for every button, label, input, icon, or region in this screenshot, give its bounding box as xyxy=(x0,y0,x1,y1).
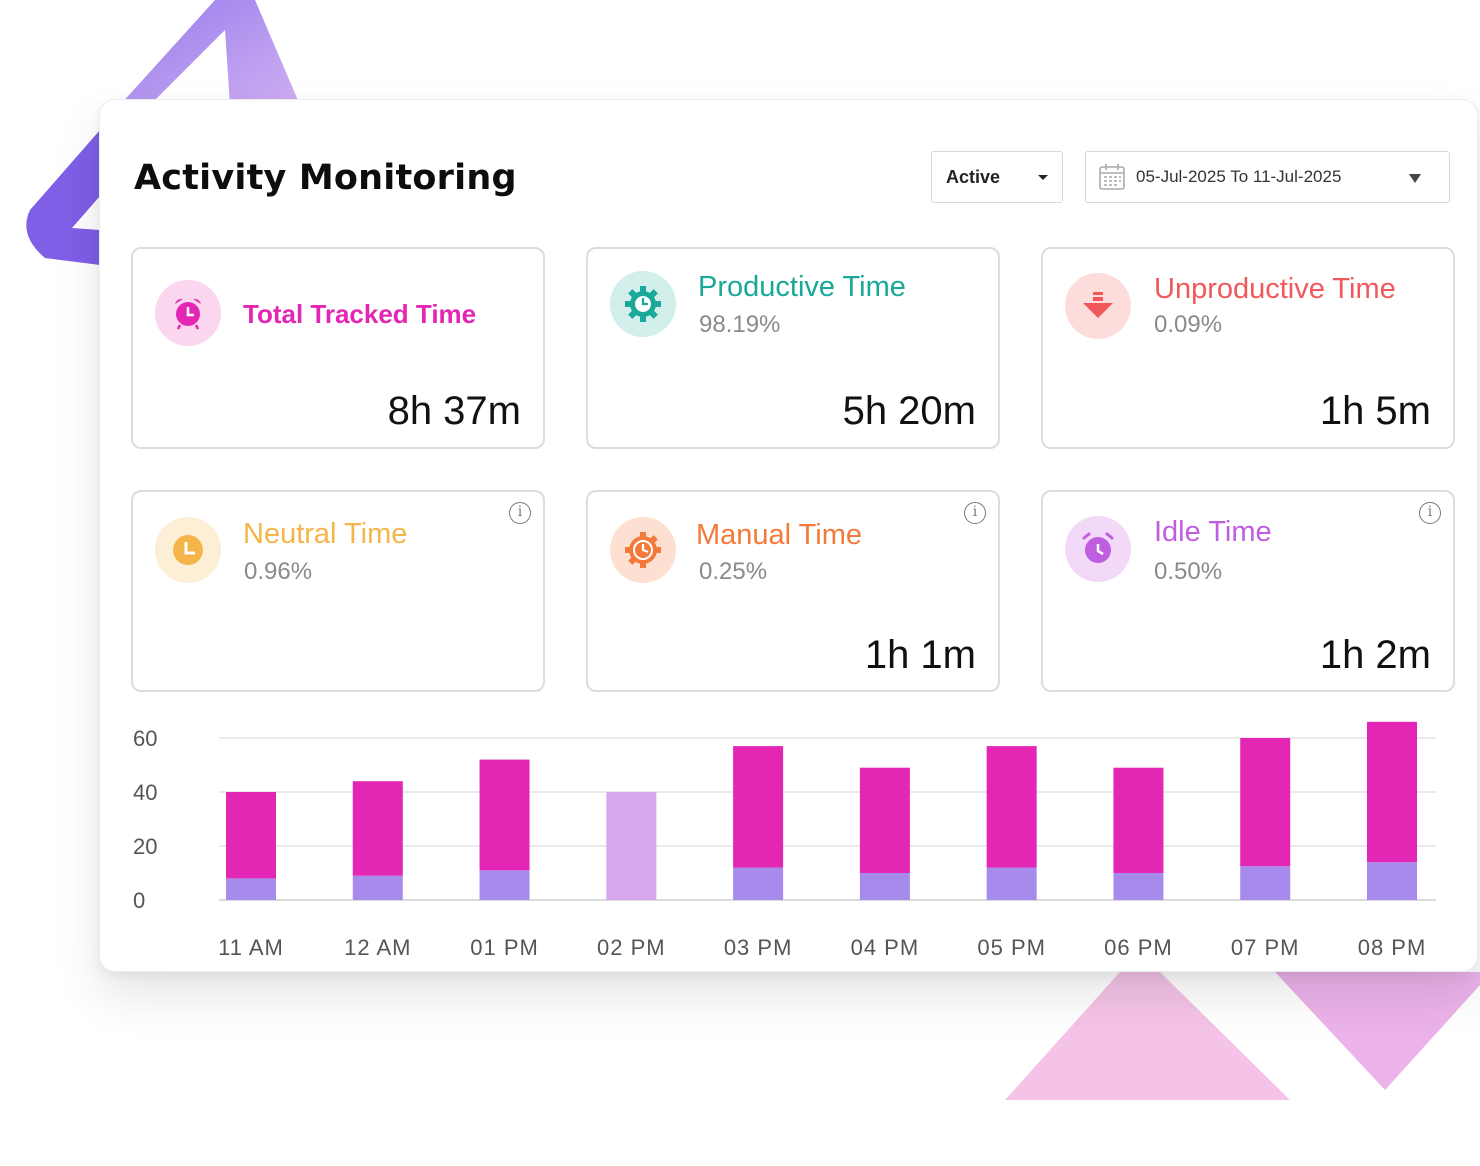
bar-segment[interactable] xyxy=(1367,862,1417,900)
bar-segment[interactable] xyxy=(226,878,276,900)
stat-card-productive[interactable]: Productive Time 98.19% 5h 20m xyxy=(586,247,1000,449)
stat-card-manual[interactable]: Manual Time 0.25% 1h 1m i xyxy=(586,490,1000,692)
bar-segment[interactable] xyxy=(859,873,910,900)
stat-name: Unproductive Time xyxy=(1154,273,1396,305)
stat-percent: 0.96% xyxy=(244,558,313,585)
page-title: Activity Monitoring xyxy=(134,158,517,198)
stat-card-idle[interactable]: Idle Time 0.50% 1h 2m i xyxy=(1041,490,1455,692)
y-tick-label: 40 xyxy=(133,780,157,805)
alarm-icon xyxy=(1065,516,1131,582)
stat-name: Idle Time xyxy=(1154,516,1272,548)
stat-percent: 0.09% xyxy=(1154,311,1223,338)
stat-name: Neutral Time xyxy=(243,518,408,550)
status-dropdown-value: Active xyxy=(946,167,1001,187)
y-tick-label: 60 xyxy=(133,726,157,751)
stat-name: Manual Time xyxy=(696,519,863,551)
stat-percent: 0.25% xyxy=(699,558,768,585)
info-icon[interactable]: i xyxy=(1419,502,1441,524)
stat-value: 8h 37m xyxy=(387,389,521,433)
info-icon[interactable]: i xyxy=(964,502,986,524)
bar-segment[interactable] xyxy=(733,746,784,868)
stat-name: Productive Time xyxy=(698,271,906,303)
chevron-down-icon xyxy=(1038,175,1048,180)
activity-bar-chart: 0 20 40 60 11 AM 12 AM 01 PM 02 PM 03 PM 04 PM 05 … xyxy=(133,721,1436,960)
x-tick-label: 12 AM xyxy=(344,935,411,960)
dropdown-arrow-icon xyxy=(1409,174,1421,183)
bar-segment[interactable] xyxy=(986,867,1037,900)
stat-card-total-tracked[interactable]: Total Tracked Time 8h 37m xyxy=(131,247,545,449)
x-tick-label: 11 AM xyxy=(218,935,284,960)
stat-percent: 98.19% xyxy=(699,311,781,338)
stat-value: 1h 2m xyxy=(1319,633,1431,677)
stat-value: 5h 20m xyxy=(842,389,976,433)
bar-segment[interactable] xyxy=(1240,866,1291,900)
x-tick-label: 07 PM xyxy=(1231,935,1300,960)
status-dropdown[interactable]: Active xyxy=(931,151,1063,203)
stat-card-neutral[interactable]: Neutral Time 0.96% i xyxy=(131,490,545,692)
bar-segment[interactable] xyxy=(859,767,910,873)
bar-segment[interactable] xyxy=(1367,721,1417,863)
bar-segment[interactable] xyxy=(352,875,403,900)
x-tick-label: 02 PM xyxy=(597,935,666,960)
stat-name: Total Tracked Time xyxy=(243,299,477,329)
bar-segment[interactable] xyxy=(352,781,403,876)
bar-segment[interactable] xyxy=(1113,873,1164,900)
date-range-value: 05-Jul-2025 To 11-Jul-2025 xyxy=(1136,167,1342,186)
gear-clock-icon xyxy=(610,271,676,337)
activity-monitoring-card: Activity Monitoring Active 05-Jul-2025 T… xyxy=(99,99,1478,972)
bar-segment-highlight[interactable] xyxy=(606,792,657,900)
x-tick-label: 04 PM xyxy=(851,935,920,960)
stat-value: 1h 1m xyxy=(864,633,976,677)
alarm-clock-icon xyxy=(155,280,221,346)
bar-segment[interactable] xyxy=(986,746,1037,868)
bar-segment[interactable] xyxy=(226,792,276,879)
stat-percent: 0.50% xyxy=(1154,558,1223,585)
info-icon[interactable]: i xyxy=(509,502,531,524)
down-arrow-icon xyxy=(1065,273,1131,339)
y-tick-label: 0 xyxy=(133,888,145,913)
settings-clock-icon xyxy=(610,517,676,583)
bar-segment[interactable] xyxy=(479,759,530,871)
bar-segment[interactable] xyxy=(1113,767,1164,873)
bar-segment[interactable] xyxy=(733,867,784,900)
x-tick-label: 03 PM xyxy=(724,935,793,960)
x-tick-label: 01 PM xyxy=(470,935,539,960)
stat-card-unproductive[interactable]: Unproductive Time 0.09% 1h 5m xyxy=(1041,247,1455,449)
calendar-icon xyxy=(1099,164,1125,190)
bar-segment[interactable] xyxy=(1240,738,1291,867)
x-tick-label: 05 PM xyxy=(977,935,1046,960)
date-range-picker[interactable]: 05-Jul-2025 To 11-Jul-2025 xyxy=(1085,151,1450,203)
x-tick-label: 06 PM xyxy=(1104,935,1173,960)
y-tick-label: 20 xyxy=(133,834,157,859)
bar-segment[interactable] xyxy=(479,870,530,900)
clock-icon xyxy=(155,517,221,583)
stat-value: 1h 5m xyxy=(1319,389,1431,433)
x-tick-label: 08 PM xyxy=(1358,935,1427,960)
